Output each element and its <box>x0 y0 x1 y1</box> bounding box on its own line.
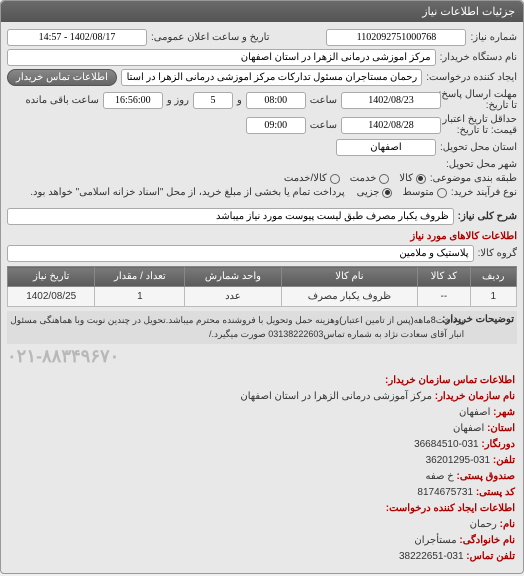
pb-value: خ صفه <box>426 471 454 482</box>
cell-name: ظروف یکبار مصرف <box>281 287 418 307</box>
process-type-radio-group: متوسط جزیی <box>357 187 447 198</box>
response-remain-label: ساعت باقی مانده <box>25 95 98 106</box>
fax-label: دورنگار: <box>481 439 515 450</box>
name-value: رحمان <box>470 519 497 530</box>
col-qty: تعداد / مقدار <box>95 267 185 287</box>
response-days-label: روز و <box>167 95 189 106</box>
description-label: شرح کلی نیاز: <box>458 211 517 222</box>
cell-date: 1402/08/25 <box>8 287 95 307</box>
response-deadline-sublabel: تا تاریخ: <box>445 100 517 111</box>
category-label: طبقه بندی موضوعی: <box>430 173 517 184</box>
request-no-label: شماره نیاز: <box>470 32 517 43</box>
cell-code: -- <box>418 287 470 307</box>
panel-header: جزئیات اطلاعات نیاز <box>1 1 523 22</box>
announce-date-label: تاریخ و ساعت اعلان عمومی: <box>151 32 270 43</box>
category-goods-radio[interactable] <box>416 174 426 184</box>
delivery-province-input[interactable] <box>336 139 436 156</box>
description-input[interactable] <box>7 208 454 225</box>
response-remain-input[interactable] <box>103 92 163 109</box>
validity-label: حداقل تاریخ اعتبار <box>445 114 517 125</box>
city-label: شهر: <box>493 407 515 418</box>
category-goods-label: کالا <box>399 173 413 184</box>
delivery-city-label: شهر محل تحویل: <box>446 159 517 170</box>
category-service-radio[interactable] <box>379 174 389 184</box>
name-label: نام: <box>500 519 515 530</box>
buyer-name-input[interactable] <box>7 49 436 66</box>
col-date: تاریخ نیاز <box>8 267 95 287</box>
process-medium-label: متوسط <box>402 187 433 198</box>
validity-date-input[interactable] <box>341 117 441 134</box>
cell-row: 1 <box>470 287 517 307</box>
validity-sublabel: قیمت: تا تاریخ: <box>445 125 517 136</box>
response-and-label: و <box>237 95 242 106</box>
col-row: ردیف <box>470 267 517 287</box>
org-value: مرکز آموزشی درمانی الزهرا در استان اصفها… <box>240 391 432 402</box>
announce-date-input[interactable] <box>7 29 147 46</box>
org-label: نام سازمان خریدار: <box>435 391 515 402</box>
need-details-panel: جزئیات اطلاعات نیاز شماره نیاز: تاریخ و … <box>0 0 524 574</box>
response-days-input[interactable] <box>193 92 233 109</box>
category-both-radio[interactable] <box>330 174 340 184</box>
contact-buyer-button[interactable]: اطلاعات تماس خریدار <box>7 69 117 86</box>
family-value: مستأجران <box>414 535 456 546</box>
city-value: اصفهان <box>459 407 490 418</box>
fax-value: 031-36684510 <box>414 439 479 450</box>
category-both-label: کالا/خدمت <box>284 173 327 184</box>
product-group-label: گروه کالا: <box>478 248 517 259</box>
phone-value: 031-36201295 <box>426 455 491 466</box>
process-medium-radio[interactable] <box>437 188 447 198</box>
validity-time-input[interactable] <box>246 117 306 134</box>
contact-phone-label: تلفن تماس: <box>466 551 515 562</box>
contact-title: اطلاعات تماس سازمان خریدار: <box>385 375 515 386</box>
process-type-label: نوع فرآیند خرید: <box>451 187 517 198</box>
contact-section: اطلاعات تماس سازمان خریدار: نام سازمان خ… <box>7 369 517 569</box>
response-time-input[interactable] <box>246 92 306 109</box>
table-row: 1 -- ظروف یکبار مصرف عدد 1 1402/08/25 <box>8 287 517 307</box>
delivery-province-label: استان محل تحویل: <box>440 142 517 153</box>
big-phone: ۰۲۱-۸۸۳۴۹۶۷۰ <box>7 344 517 369</box>
category-radio-group: کالا خدمت کالا/خدمت <box>284 173 426 184</box>
validity-time-label: ساعت <box>310 120 337 131</box>
pb-label: صندوق پستی: <box>456 471 515 482</box>
contact-phone-value: 031-38222651 <box>399 551 464 562</box>
process-partial-radio[interactable] <box>382 188 392 198</box>
products-table: ردیف کد کالا نام کالا واحد شمارش تعداد /… <box>7 266 517 307</box>
phone-label: تلفن: <box>493 455 515 466</box>
products-title: اطلاعات کالاهای مورد نیاز <box>7 231 517 242</box>
prov-label: استان: <box>487 423 515 434</box>
notes-value: پرداخت8ماهه(پس از تامین اعتبار)وهزینه حم… <box>10 314 464 341</box>
cell-qty: 1 <box>95 287 185 307</box>
col-name: نام کالا <box>281 267 418 287</box>
postal-value: 8174675731 <box>417 487 473 498</box>
requester-label: ایجاد کننده درخواست: <box>426 72 517 83</box>
notes-label: توضیحات خریدار: <box>468 314 514 325</box>
cell-unit: عدد <box>185 287 281 307</box>
buyer-name-label: نام دستگاه خریدار: <box>440 52 517 63</box>
request-no-input[interactable] <box>326 29 466 46</box>
process-partial-label: جزیی <box>357 187 380 198</box>
response-deadline-label: مهلت ارسال پاسخ: <box>445 89 517 100</box>
postal-label: کد پستی: <box>476 487 515 498</box>
col-code: کد کالا <box>418 267 470 287</box>
col-unit: واحد شمارش <box>185 267 281 287</box>
prov-value: اصفهان <box>453 423 484 434</box>
family-label: نام خانوادگی: <box>459 535 515 546</box>
req-title: اطلاعات ایجاد کننده درخواست: <box>386 503 515 514</box>
category-service-label: خدمت <box>350 173 377 184</box>
response-time-label: ساعت <box>310 95 337 106</box>
process-note: پرداخت تمام یا بخشی از مبلغ خرید، از محل… <box>30 187 344 198</box>
requester-input[interactable] <box>121 69 422 86</box>
product-group-input[interactable] <box>7 245 474 262</box>
response-date-input[interactable] <box>341 92 441 109</box>
